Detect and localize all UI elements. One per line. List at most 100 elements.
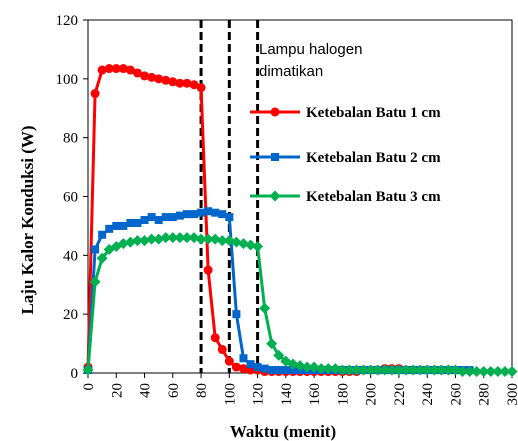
data-point (428, 364, 440, 376)
legend-label: Ketebalan Batu 2 cm (306, 150, 441, 166)
x-tick-label: 80 (194, 383, 210, 398)
legend-label: Ketebalan Batu 3 cm (306, 189, 441, 205)
series-group (82, 64, 518, 378)
data-point (131, 235, 143, 247)
data-point (393, 364, 405, 376)
data-point (175, 78, 185, 88)
data-point (471, 366, 483, 378)
data-point (82, 364, 94, 376)
x-tick-label: 0 (81, 383, 97, 391)
data-point (202, 233, 214, 245)
data-point (97, 65, 107, 75)
data-point (154, 216, 163, 225)
data-point (168, 77, 178, 87)
data-point (372, 364, 384, 376)
data-point (147, 72, 157, 82)
data-point (146, 233, 158, 245)
data-point (211, 208, 220, 217)
y-tick-label: 0 (71, 366, 79, 382)
data-point (239, 354, 248, 363)
data-point (288, 366, 297, 375)
data-point (315, 363, 327, 375)
data-point (174, 232, 186, 244)
x-axis: 0 20 40 60 80 100 120 140 160 180 200 220 240 260 280 3… (81, 373, 518, 406)
data-point (252, 241, 264, 253)
data-point (266, 338, 278, 350)
data-point (246, 360, 255, 369)
data-point (499, 366, 511, 378)
data-point (147, 213, 156, 222)
data-point (225, 213, 234, 222)
annotation: Lampu halogen dimatikan (259, 41, 362, 80)
data-point (407, 364, 419, 376)
annotation-line-2: dimatikan (259, 63, 323, 80)
x-tick-label: 260 (448, 383, 464, 406)
data-point (336, 364, 348, 376)
data-point (253, 363, 262, 372)
data-point (96, 252, 108, 264)
data-point (506, 366, 518, 378)
y-tick-label: 100 (56, 72, 79, 88)
data-point (216, 235, 228, 247)
data-point (223, 235, 235, 247)
data-point (224, 356, 234, 366)
data-point (492, 366, 504, 378)
data-point (104, 64, 114, 74)
data-point (112, 221, 121, 230)
data-point (140, 216, 149, 225)
data-point (281, 366, 290, 375)
data-point (379, 364, 391, 376)
legend-entry: Ketebalan Batu 1 cm (250, 105, 441, 121)
data-point (154, 74, 164, 84)
data-point (168, 213, 177, 222)
x-tick-label: 240 (420, 383, 436, 406)
data-point (125, 65, 135, 75)
data-point (117, 238, 129, 250)
data-point (161, 213, 170, 222)
data-point (161, 75, 171, 85)
legend-swatch-marker (270, 107, 280, 117)
legend-label: Ketebalan Batu 1 cm (306, 105, 441, 121)
data-point (111, 64, 121, 74)
data-point (204, 207, 213, 216)
data-point (189, 80, 199, 90)
annotation-line-1: Lampu halogen (259, 41, 362, 58)
x-tick-label: 300 (505, 383, 518, 406)
data-point (351, 364, 363, 376)
x-tick-label: 160 (307, 383, 323, 406)
data-point (435, 364, 447, 376)
data-point (231, 362, 241, 372)
y-axis: 0 20 40 60 80 100 120 (56, 13, 88, 382)
data-point (485, 366, 497, 378)
data-point (274, 366, 283, 375)
y-axis-title: Laju Kalor Konduksi (W) (18, 125, 37, 314)
series-3 (82, 232, 518, 378)
data-point (105, 224, 114, 233)
data-point (139, 235, 151, 247)
data-point (167, 232, 179, 244)
data-point (89, 276, 101, 288)
data-point (126, 218, 135, 227)
data-point (260, 364, 269, 373)
data-point (190, 210, 198, 219)
x-tick-label: 140 (279, 383, 295, 406)
x-tick-label: 20 (109, 383, 125, 398)
data-point (301, 361, 313, 373)
data-point (124, 236, 136, 248)
data-point (133, 218, 142, 227)
reference-lines (199, 20, 260, 373)
data-point (182, 210, 191, 219)
data-point (232, 310, 241, 319)
data-point (209, 233, 221, 245)
data-point (421, 364, 433, 376)
data-point (160, 232, 172, 244)
data-point (203, 265, 213, 275)
data-point (140, 71, 150, 81)
data-point (343, 364, 355, 376)
data-point (119, 221, 128, 230)
x-axis-title: Waktu (menit) (230, 422, 336, 441)
x-tick-label: 120 (251, 383, 267, 406)
data-point (195, 233, 207, 245)
legend: Ketebalan Batu 1 cm Ketebalan Batu 2 cm Ke… (250, 105, 441, 205)
